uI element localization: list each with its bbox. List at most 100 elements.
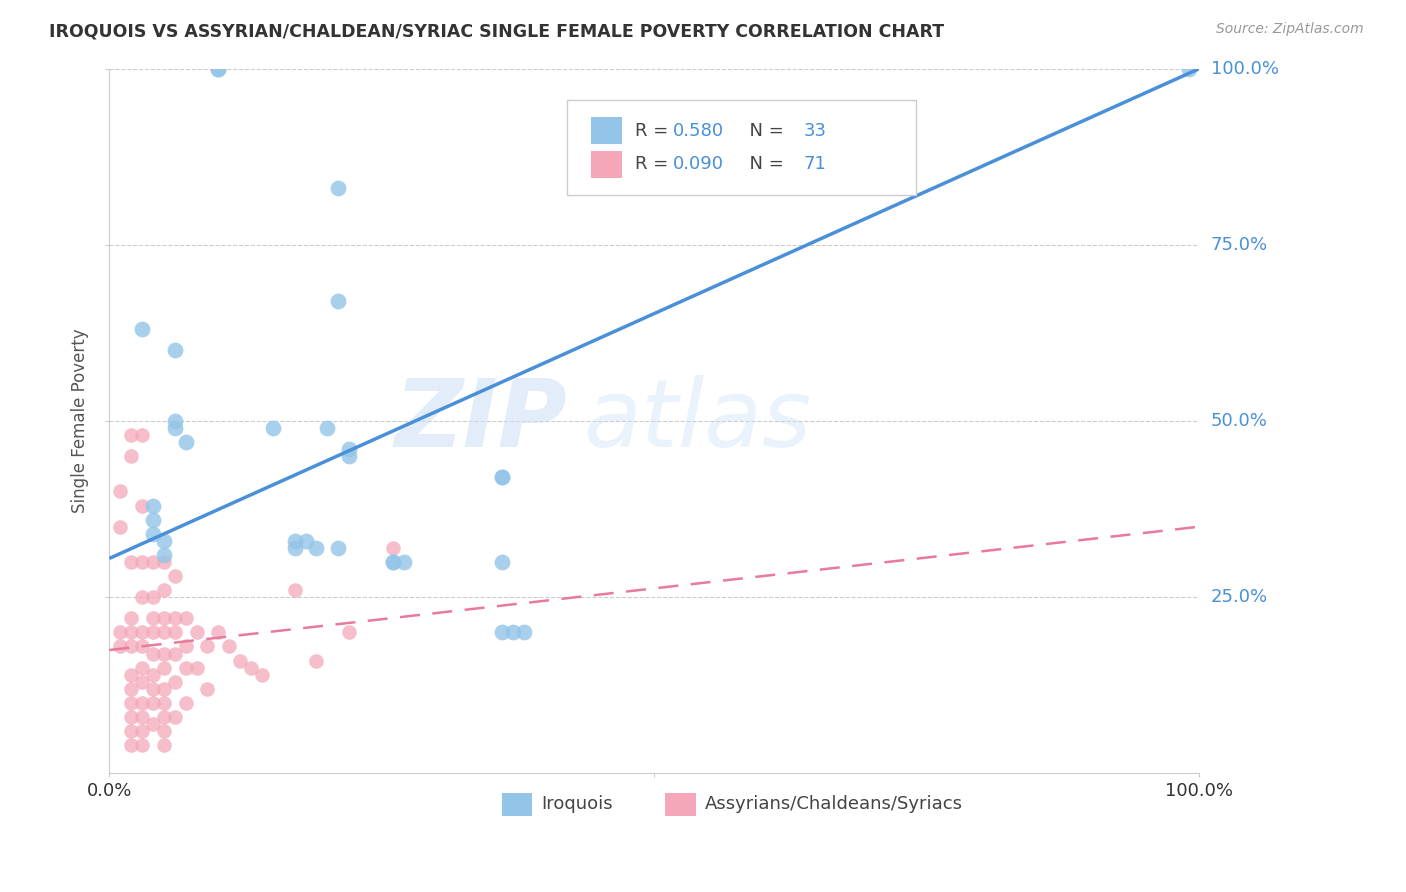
- Point: [131, 322, 153, 336]
- Point: [284, 533, 307, 548]
- Bar: [665, 793, 696, 815]
- Point: [262, 421, 284, 435]
- Point: [142, 499, 165, 513]
- Point: [381, 555, 404, 569]
- Point: [153, 660, 176, 674]
- Point: [153, 555, 176, 569]
- Point: [174, 640, 197, 654]
- Bar: [502, 793, 533, 815]
- Point: [207, 62, 229, 76]
- Point: [120, 625, 142, 640]
- Point: [142, 513, 165, 527]
- Point: [110, 484, 132, 499]
- Text: R =: R =: [634, 155, 673, 173]
- Point: [131, 674, 153, 689]
- Point: [174, 696, 197, 710]
- Point: [163, 710, 186, 724]
- Point: [142, 667, 165, 681]
- Text: IROQUOIS VS ASSYRIAN/CHALDEAN/SYRIAC SINGLE FEMALE POVERTY CORRELATION CHART: IROQUOIS VS ASSYRIAN/CHALDEAN/SYRIAC SIN…: [49, 22, 945, 40]
- Text: 0.090: 0.090: [673, 155, 724, 173]
- Point: [153, 647, 176, 661]
- Point: [120, 696, 142, 710]
- Point: [163, 569, 186, 583]
- Point: [163, 421, 186, 435]
- Point: [142, 625, 165, 640]
- Point: [163, 343, 186, 358]
- Text: N =: N =: [738, 121, 790, 140]
- Point: [120, 681, 142, 696]
- Point: [163, 414, 186, 428]
- Point: [163, 625, 186, 640]
- FancyBboxPatch shape: [567, 100, 915, 195]
- Text: N =: N =: [738, 155, 790, 173]
- Point: [120, 710, 142, 724]
- Point: [131, 428, 153, 442]
- Point: [110, 625, 132, 640]
- Point: [491, 470, 513, 484]
- Point: [142, 681, 165, 696]
- Point: [305, 541, 328, 555]
- Point: [305, 654, 328, 668]
- Point: [153, 738, 176, 752]
- Point: [120, 555, 142, 569]
- Point: [153, 710, 176, 724]
- Point: [153, 681, 176, 696]
- Point: [131, 640, 153, 654]
- Point: [153, 611, 176, 625]
- Point: [131, 625, 153, 640]
- Point: [197, 681, 219, 696]
- Text: 25.0%: 25.0%: [1211, 588, 1268, 607]
- Point: [381, 541, 404, 555]
- Point: [131, 696, 153, 710]
- Point: [207, 625, 229, 640]
- Point: [491, 625, 513, 640]
- Point: [284, 583, 307, 598]
- Point: [120, 667, 142, 681]
- Text: Source: ZipAtlas.com: Source: ZipAtlas.com: [1216, 22, 1364, 37]
- Point: [120, 724, 142, 739]
- Point: [142, 647, 165, 661]
- Point: [131, 590, 153, 604]
- Point: [174, 435, 197, 450]
- Point: [142, 555, 165, 569]
- Point: [337, 442, 360, 457]
- Point: [153, 724, 176, 739]
- Text: Assyrians/Chaldeans/Syriacs: Assyrians/Chaldeans/Syriacs: [704, 796, 963, 814]
- Point: [337, 449, 360, 463]
- Point: [1177, 62, 1199, 76]
- Point: [142, 717, 165, 731]
- Text: 50.0%: 50.0%: [1211, 412, 1267, 430]
- Text: atlas: atlas: [583, 376, 811, 467]
- Point: [163, 647, 186, 661]
- Point: [131, 710, 153, 724]
- Point: [174, 660, 197, 674]
- Point: [316, 421, 339, 435]
- Point: [163, 611, 186, 625]
- Point: [512, 625, 534, 640]
- Point: [218, 640, 240, 654]
- Point: [131, 660, 153, 674]
- Text: Iroquois: Iroquois: [541, 796, 613, 814]
- Point: [207, 62, 229, 76]
- Point: [120, 611, 142, 625]
- Point: [328, 294, 350, 309]
- Text: 33: 33: [804, 121, 827, 140]
- Text: 71: 71: [804, 155, 827, 173]
- Point: [131, 738, 153, 752]
- Text: R =: R =: [634, 121, 673, 140]
- Point: [392, 555, 415, 569]
- Text: 100.0%: 100.0%: [1211, 60, 1278, 78]
- Y-axis label: Single Female Poverty: Single Female Poverty: [72, 328, 89, 513]
- Point: [186, 625, 208, 640]
- Point: [153, 696, 176, 710]
- Point: [142, 590, 165, 604]
- Point: [491, 470, 513, 484]
- Point: [153, 533, 176, 548]
- Point: [174, 611, 197, 625]
- Text: 75.0%: 75.0%: [1211, 235, 1268, 254]
- Point: [131, 499, 153, 513]
- Point: [240, 660, 263, 674]
- Point: [153, 548, 176, 562]
- Bar: [591, 151, 621, 178]
- Point: [142, 696, 165, 710]
